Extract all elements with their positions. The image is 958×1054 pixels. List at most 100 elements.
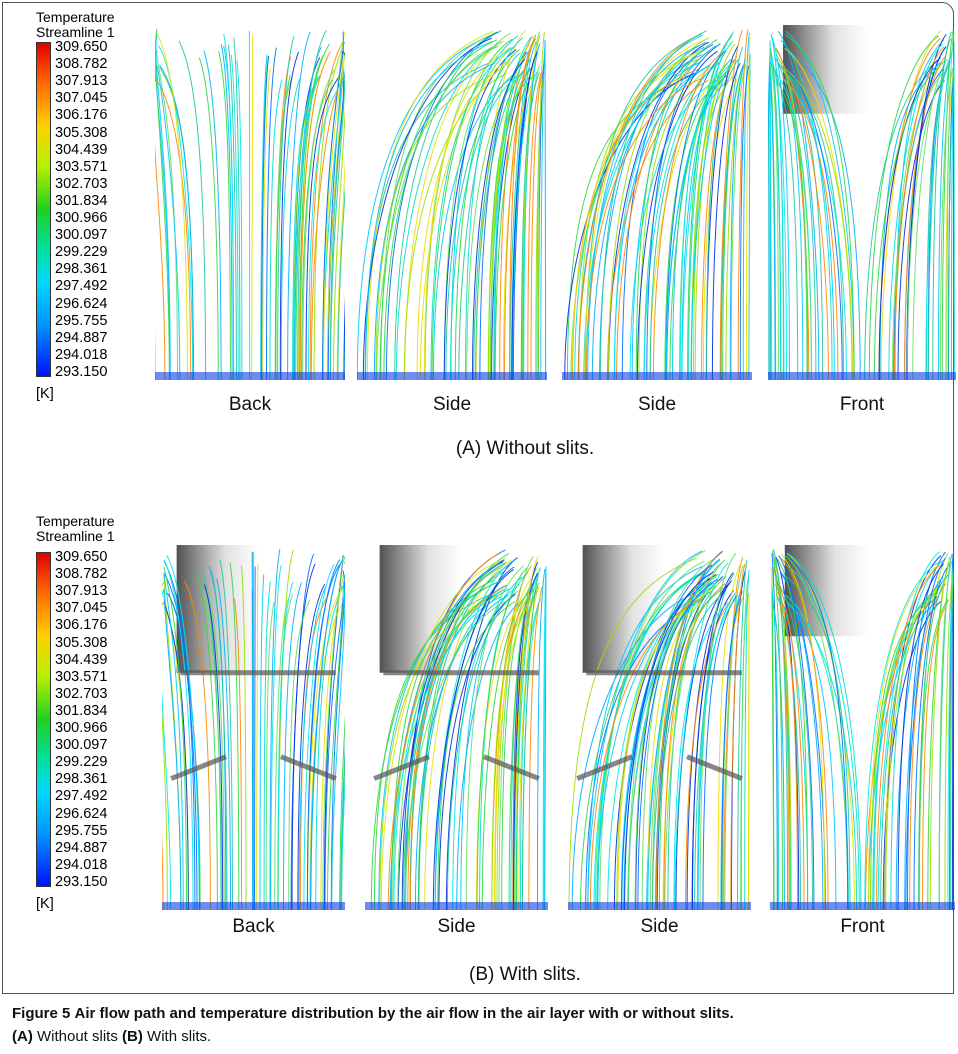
streamline-image [162, 545, 345, 910]
legend-value: 300.966 [55, 210, 108, 226]
streamline [679, 63, 731, 380]
view-label: Back [228, 394, 272, 415]
streamline [705, 58, 739, 380]
streamline [163, 573, 198, 910]
streamline [918, 574, 949, 910]
streamline [663, 583, 726, 910]
streamline [742, 32, 750, 380]
slit [686, 754, 743, 781]
streamline [308, 80, 344, 380]
streamline [643, 62, 720, 380]
legend-value: 302.703 [55, 685, 108, 702]
streamline [773, 549, 789, 910]
inlet-band [770, 902, 955, 910]
streamline [785, 553, 849, 910]
streamline [445, 557, 518, 910]
streamline [744, 569, 750, 910]
streamline [476, 567, 528, 910]
legend-value: 301.834 [55, 192, 108, 209]
streamline [624, 571, 714, 910]
streamline [206, 589, 225, 910]
streamline [784, 68, 853, 380]
slit [373, 754, 430, 781]
streamline [880, 583, 941, 910]
streamline [373, 62, 496, 380]
legend-value: 296.624 [55, 295, 108, 312]
streamline [493, 36, 532, 380]
slit [576, 754, 633, 781]
legend-value: 300.097 [55, 227, 108, 244]
view-label: Side [437, 916, 476, 937]
streamline [156, 80, 192, 380]
streamline [527, 72, 542, 380]
legend-value: 302.703 [55, 175, 108, 192]
streamline [607, 37, 710, 380]
streamline [599, 550, 706, 910]
streamline [768, 56, 771, 380]
streamline [530, 71, 543, 380]
streamline [535, 75, 545, 380]
streamline [340, 554, 345, 910]
streamline [155, 34, 171, 380]
streamline [702, 595, 738, 910]
streamline [635, 573, 717, 910]
streamline [877, 551, 940, 910]
streamline [906, 72, 947, 380]
streamline [720, 46, 744, 380]
streamline [621, 564, 713, 910]
view-label: Side [640, 916, 679, 937]
caption-line: (A) Without slits (B) With slits. [12, 1025, 734, 1048]
legend-title: Temperature [36, 9, 115, 25]
streamline [652, 52, 723, 380]
streamline [787, 565, 860, 910]
streamline [216, 578, 231, 910]
streamline [895, 576, 944, 910]
legend-title: Temperature [36, 513, 115, 529]
streamline [299, 43, 330, 380]
streamline-image [357, 29, 547, 380]
view-label: Front [839, 394, 885, 415]
streamline [259, 574, 265, 910]
streamline [416, 60, 509, 380]
legend-value: 294.887 [55, 839, 108, 856]
streamline [869, 592, 939, 910]
streamline [322, 50, 344, 380]
streamline [277, 582, 294, 910]
streamline [309, 558, 344, 910]
legend-value: 294.018 [55, 856, 108, 873]
streamline [163, 566, 187, 910]
view-label: Back [232, 916, 275, 937]
streamline [313, 46, 344, 380]
streamline [649, 80, 722, 380]
legend-value: 297.492 [55, 278, 108, 295]
streamline [696, 599, 736, 910]
streamline [878, 57, 941, 380]
inlet-band [162, 902, 345, 910]
streamline [473, 58, 526, 380]
caption-text: Air flow path and temperature distributi… [74, 1005, 734, 1022]
streamline [938, 560, 953, 910]
streamline [518, 586, 540, 910]
inlet-band [568, 902, 751, 910]
streamline [333, 49, 345, 380]
legend-value: 304.439 [55, 141, 108, 158]
legend-value: 307.045 [55, 90, 108, 107]
streamline [888, 43, 943, 380]
streamline [472, 59, 525, 380]
legend-value: 307.913 [55, 73, 108, 90]
streamline [629, 80, 716, 380]
streamline [339, 572, 345, 910]
legend-value: 293.150 [55, 363, 108, 380]
legend-value: 309.650 [55, 549, 108, 565]
streamline [392, 593, 502, 910]
streamline [773, 68, 799, 380]
streamline [669, 63, 728, 380]
streamline [163, 572, 184, 910]
panel-caption: (A) Without slits. [455, 438, 595, 459]
streamline [342, 51, 345, 380]
streamline [293, 75, 321, 380]
streamline [494, 598, 533, 910]
legend-value: 306.176 [55, 617, 108, 634]
streamline [391, 579, 502, 910]
streamline [594, 560, 705, 910]
